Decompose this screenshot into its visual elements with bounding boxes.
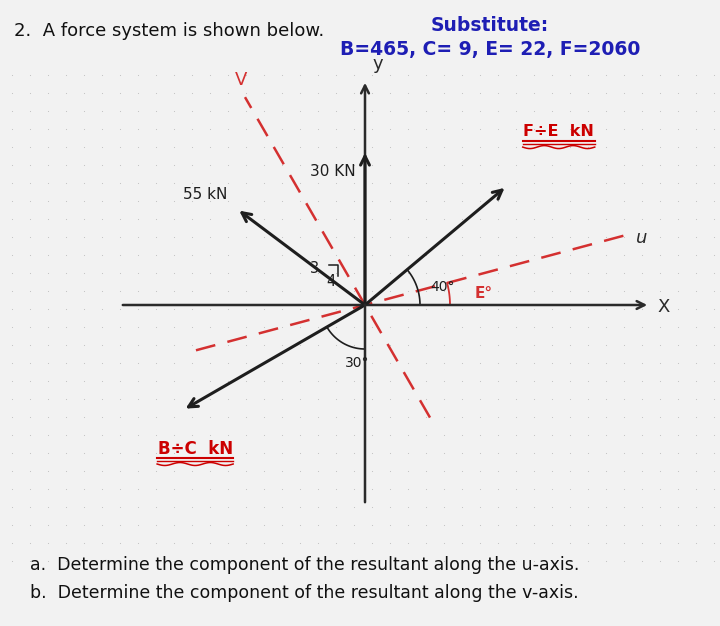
Text: u: u — [636, 229, 647, 247]
Text: F÷E  kN: F÷E kN — [523, 123, 594, 138]
Text: B=465, C= 9, E= 22, F=2060: B=465, C= 9, E= 22, F=2060 — [340, 40, 640, 59]
Text: 2.  A force system is shown below.: 2. A force system is shown below. — [14, 22, 324, 40]
Text: Substitute:: Substitute: — [431, 16, 549, 35]
Text: X: X — [657, 298, 670, 316]
Text: 40°: 40° — [430, 280, 454, 294]
Text: 30°: 30° — [345, 356, 369, 370]
Text: y: y — [373, 55, 384, 73]
Text: a.  Determine the component of the resultant along the u-axis.: a. Determine the component of the result… — [30, 556, 580, 574]
Text: 30 KN: 30 KN — [310, 164, 356, 179]
Text: 55 kN: 55 kN — [183, 188, 228, 202]
Text: E°: E° — [475, 285, 493, 300]
Text: b.  Determine the component of the resultant along the v-axis.: b. Determine the component of the result… — [30, 584, 579, 602]
Text: 4: 4 — [326, 274, 336, 289]
Text: B÷C  kN: B÷C kN — [158, 440, 233, 458]
Text: V: V — [235, 71, 247, 89]
Text: 3: 3 — [310, 260, 319, 275]
